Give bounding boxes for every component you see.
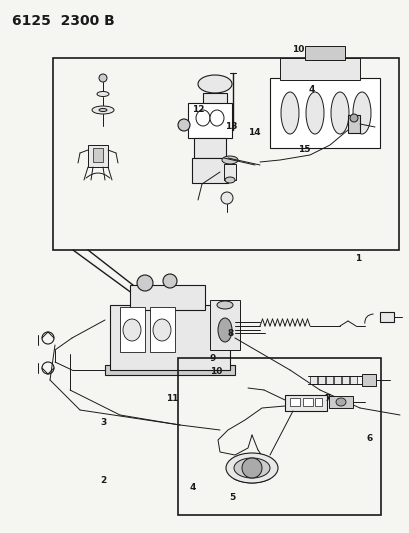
Ellipse shape xyxy=(335,398,345,406)
Ellipse shape xyxy=(99,109,107,111)
Bar xyxy=(349,376,356,384)
Circle shape xyxy=(137,275,153,291)
Bar xyxy=(270,78,379,148)
Text: 6125  2300 B: 6125 2300 B xyxy=(12,14,115,28)
Text: 13: 13 xyxy=(224,123,236,131)
Ellipse shape xyxy=(218,318,231,342)
Text: 6: 6 xyxy=(365,434,371,443)
Bar xyxy=(202,93,227,107)
Ellipse shape xyxy=(305,92,323,134)
Bar xyxy=(188,103,231,138)
Bar xyxy=(279,58,359,80)
Bar xyxy=(209,300,239,350)
Bar xyxy=(209,107,220,117)
Text: 10: 10 xyxy=(291,45,303,53)
Text: 1: 1 xyxy=(354,254,360,263)
Text: 11: 11 xyxy=(166,394,178,402)
Bar xyxy=(317,376,324,384)
Bar xyxy=(178,358,380,515)
Bar xyxy=(193,138,225,158)
Bar xyxy=(284,395,326,411)
Circle shape xyxy=(163,274,177,288)
Bar xyxy=(302,398,312,406)
Ellipse shape xyxy=(216,301,232,309)
Ellipse shape xyxy=(153,319,171,341)
Bar xyxy=(325,376,332,384)
Circle shape xyxy=(99,74,107,82)
Text: 2: 2 xyxy=(100,477,106,485)
Ellipse shape xyxy=(92,106,114,114)
Bar xyxy=(341,376,348,384)
Bar xyxy=(289,398,299,406)
Text: 12: 12 xyxy=(191,105,204,114)
Bar xyxy=(361,374,375,386)
Bar xyxy=(53,58,398,250)
Circle shape xyxy=(178,119,189,131)
Bar xyxy=(105,365,234,375)
Bar xyxy=(333,376,340,384)
Ellipse shape xyxy=(225,453,277,483)
Text: 9: 9 xyxy=(209,354,215,362)
Bar xyxy=(314,398,321,406)
Ellipse shape xyxy=(209,110,223,126)
Circle shape xyxy=(220,192,232,204)
Text: 7: 7 xyxy=(324,394,330,403)
Bar xyxy=(328,396,352,408)
Text: 3: 3 xyxy=(100,418,106,427)
Ellipse shape xyxy=(123,319,141,341)
Ellipse shape xyxy=(196,110,209,126)
Text: 4: 4 xyxy=(189,483,196,492)
Ellipse shape xyxy=(330,92,348,134)
Ellipse shape xyxy=(280,92,298,134)
Bar xyxy=(110,305,229,370)
Bar xyxy=(93,148,103,162)
Text: 8: 8 xyxy=(227,329,233,337)
Bar xyxy=(120,307,145,352)
Bar xyxy=(309,376,316,384)
Bar xyxy=(223,164,236,180)
Ellipse shape xyxy=(198,75,231,93)
Circle shape xyxy=(241,458,261,478)
Bar xyxy=(304,46,344,60)
Bar xyxy=(191,158,227,183)
Text: 10: 10 xyxy=(210,367,222,376)
Ellipse shape xyxy=(225,177,234,183)
Bar xyxy=(150,307,175,352)
Text: 5: 5 xyxy=(228,493,234,502)
Text: 4: 4 xyxy=(308,85,314,94)
Bar xyxy=(347,115,359,133)
Circle shape xyxy=(349,114,357,122)
Ellipse shape xyxy=(234,458,270,478)
Ellipse shape xyxy=(352,92,370,134)
Text: 14: 14 xyxy=(247,128,260,136)
Bar xyxy=(88,145,108,167)
Bar xyxy=(379,312,393,322)
Text: 15: 15 xyxy=(298,145,310,154)
Ellipse shape xyxy=(97,92,109,96)
Ellipse shape xyxy=(221,156,237,164)
Bar xyxy=(130,285,204,310)
